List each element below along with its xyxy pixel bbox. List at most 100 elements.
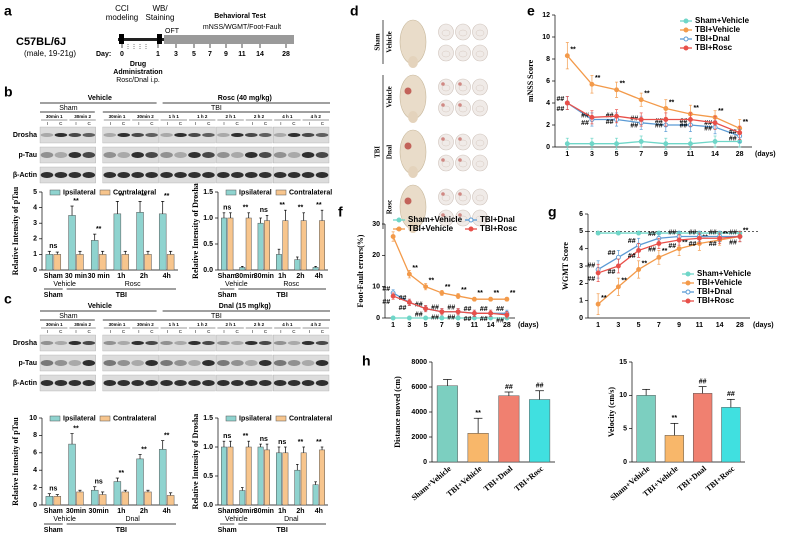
side-label: C — [207, 329, 211, 334]
blot-image — [159, 354, 216, 372]
slice-detail — [458, 160, 468, 168]
super-label: TBI — [116, 292, 127, 299]
x-tick-label: 7 — [657, 322, 661, 329]
lane-label: 30min 1 — [46, 322, 63, 327]
legend-marker — [685, 289, 691, 295]
x-tick-label: 9 — [677, 322, 681, 329]
blot-band — [160, 172, 173, 178]
super-label: TBI — [277, 527, 288, 534]
bar — [144, 254, 152, 271]
brain-slice — [438, 44, 454, 62]
side-label: I — [138, 121, 139, 126]
side-label: I — [309, 329, 310, 334]
significance: ns — [49, 243, 57, 250]
point — [663, 141, 669, 147]
row-label: p-Tau — [18, 152, 37, 159]
legend-swatch — [225, 189, 237, 196]
x-tick-label: 4h — [163, 508, 171, 515]
blot-band — [287, 360, 301, 366]
side-label: C — [122, 121, 126, 126]
blot-band — [82, 133, 96, 137]
y-tick-label: 3 — [33, 220, 37, 227]
lane-label: 1 h 1 — [169, 114, 180, 119]
blot-band — [82, 172, 96, 178]
blot-image — [273, 354, 330, 372]
bar — [239, 267, 246, 271]
bar — [144, 491, 152, 506]
slice-detail — [458, 84, 468, 92]
point — [638, 139, 644, 144]
bar — [467, 433, 489, 463]
bar — [664, 435, 685, 463]
super-label: Sham — [44, 527, 63, 534]
point — [471, 310, 477, 316]
x-tick-label: 30min — [254, 508, 274, 515]
blot-band — [117, 133, 131, 137]
y-tick-label: 2 — [546, 122, 550, 129]
wb-label: WB/ — [152, 4, 168, 13]
blot-band — [273, 152, 287, 158]
significance: ** — [298, 439, 304, 446]
y-tick-label: 0.5 — [203, 241, 213, 248]
blot-band — [103, 172, 117, 178]
x-tick-label: Sham — [218, 273, 237, 280]
significance: ## — [399, 305, 407, 312]
blot-band — [82, 341, 96, 345]
bar — [53, 254, 62, 271]
significance: ## — [608, 269, 616, 276]
point — [589, 141, 595, 147]
y-tick-label: 0 — [376, 315, 380, 322]
side-label: I — [47, 121, 48, 126]
side-label: I — [138, 329, 139, 334]
side-label: C — [150, 121, 154, 126]
lane-label: 2 h 1 — [225, 322, 236, 327]
significance: ** — [669, 99, 675, 106]
row-label: Vehicle — [386, 86, 394, 108]
x-tick-label: 11 — [471, 322, 479, 329]
blot-image — [39, 166, 96, 184]
blot-band — [174, 133, 187, 137]
brain-stem — [408, 221, 418, 233]
blot-band — [103, 360, 117, 366]
x-axis-label: (days) — [753, 322, 774, 329]
x-tick-label: 5 — [615, 151, 619, 158]
point — [390, 293, 396, 299]
series-line — [597, 235, 740, 274]
blot-band — [315, 172, 329, 178]
series-line — [566, 102, 740, 134]
point — [737, 130, 743, 136]
significance: ** — [141, 446, 147, 453]
y-tick-label: 5 — [623, 426, 627, 433]
blot-band — [145, 133, 158, 137]
series-line — [392, 295, 507, 316]
x-tick-label: 14 — [487, 322, 495, 329]
blot-band — [103, 152, 117, 158]
significance: ## — [689, 241, 697, 248]
significance: ** — [279, 202, 285, 209]
point — [615, 284, 621, 290]
side-label: C — [236, 121, 240, 126]
y-tick-label: 1.0 — [203, 215, 213, 222]
side-label: I — [110, 121, 111, 126]
significance: ## — [648, 231, 656, 238]
significance: ## — [581, 120, 589, 127]
brain-slice — [438, 188, 454, 206]
x-tick-label: Sham — [44, 508, 63, 515]
point — [439, 309, 445, 315]
legend-marker — [468, 217, 474, 223]
x-axis-label: (days) — [518, 322, 539, 329]
blot-band — [68, 360, 82, 366]
blot-image — [216, 146, 273, 164]
lesion — [404, 197, 412, 205]
blot-image — [273, 374, 330, 392]
blot-band — [54, 133, 68, 137]
significance: ns — [260, 436, 268, 443]
point — [595, 230, 601, 236]
side-label: I — [223, 329, 224, 334]
legend-marker — [683, 36, 689, 42]
bar — [319, 449, 326, 506]
brain-slice — [472, 133, 488, 151]
significance: ## — [704, 120, 712, 127]
lane-label: 1 h 1 — [169, 322, 180, 327]
blot-band — [160, 133, 173, 137]
